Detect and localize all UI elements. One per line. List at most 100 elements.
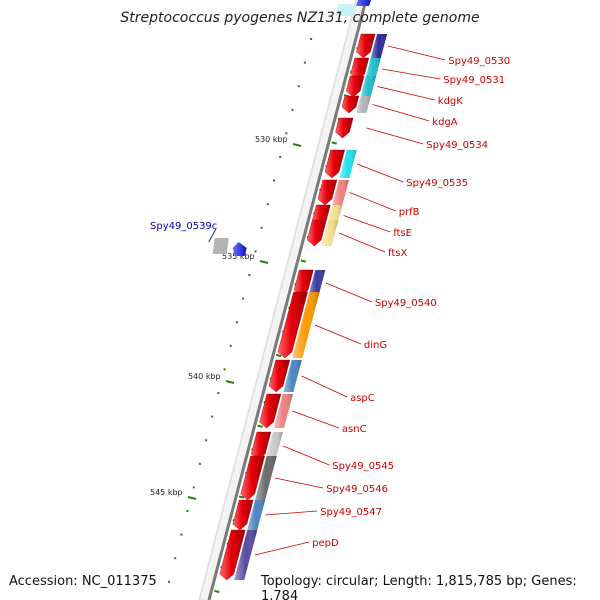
kbp-label: 535 kbp bbox=[222, 252, 255, 261]
kbp-major-tick bbox=[292, 143, 302, 147]
gene-label-Spy49_0547[interactable]: Spy49_0547 bbox=[320, 507, 382, 518]
topology-text: Topology: circular; Length: 1,815,785 bp… bbox=[261, 574, 577, 600]
gene-Spy49_0539c[interactable] bbox=[212, 238, 247, 256]
scale-tick bbox=[257, 424, 263, 428]
gene-Spy49_0546[interactable] bbox=[240, 455, 277, 501]
genome-backbone bbox=[198, 0, 368, 600]
scale-dot bbox=[198, 462, 201, 465]
forward-gene-arrow bbox=[335, 117, 354, 139]
forward-gene-arrow bbox=[306, 219, 327, 247]
scale-dot bbox=[254, 250, 257, 253]
gene-Spy49_0540[interactable] bbox=[293, 269, 326, 297]
scale-dot bbox=[205, 439, 208, 442]
label-leader-line bbox=[274, 477, 324, 489]
cog-block-shade bbox=[247, 500, 266, 530]
gene-asnC[interactable] bbox=[259, 393, 293, 429]
gene-label-Spy49_0534[interactable]: Spy49_0534 bbox=[426, 140, 488, 151]
gene-label-ftsX[interactable]: ftsX bbox=[388, 248, 407, 259]
gene-ftsX[interactable] bbox=[306, 219, 339, 247]
scale-dot bbox=[229, 344, 232, 347]
scale-dot bbox=[297, 85, 300, 88]
gene-Spy49_0530[interactable] bbox=[356, 33, 388, 59]
forward-gene-arrow bbox=[259, 393, 282, 429]
scale-dot bbox=[217, 392, 220, 394]
gene-label-Spy49_0530[interactable]: Spy49_0530 bbox=[448, 56, 510, 67]
kbp-label: 540 kbp bbox=[188, 372, 221, 381]
scale-tick bbox=[238, 495, 245, 499]
gene-label-asnC[interactable]: asnC bbox=[342, 424, 367, 435]
gene-Spy49_0535[interactable] bbox=[324, 149, 357, 179]
label-leader-line bbox=[301, 375, 348, 398]
gene-label-Spy49_0540[interactable]: Spy49_0540 bbox=[375, 298, 437, 309]
scale-dot bbox=[223, 368, 226, 371]
label-leader-line bbox=[208, 228, 217, 243]
gene-label-kdgA[interactable]: kdgA bbox=[432, 117, 457, 128]
cog-block-shade bbox=[360, 76, 377, 97]
scale-dot bbox=[235, 321, 238, 324]
gene-label-kdgK[interactable]: kdgK bbox=[438, 96, 463, 107]
gene-Spy49_0531[interactable] bbox=[350, 57, 381, 81]
accession-text: Accession: NC_011375 bbox=[9, 574, 157, 589]
gene-label-prfB[interactable]: prfB bbox=[399, 207, 420, 218]
label-leader-line bbox=[387, 45, 446, 61]
kbp-major-tick bbox=[225, 380, 235, 384]
scale-dot bbox=[211, 415, 214, 418]
scale-dot bbox=[174, 557, 177, 560]
cog-block-shade bbox=[255, 456, 277, 500]
label-leader-line bbox=[254, 541, 310, 556]
scale-dot bbox=[168, 580, 170, 583]
cog-block-shade bbox=[274, 394, 293, 428]
cog-block-shade bbox=[308, 270, 326, 296]
label-leader-line bbox=[343, 215, 391, 233]
scale-dot bbox=[266, 203, 269, 206]
gene-aspC[interactable] bbox=[268, 359, 302, 393]
gene-label-Spy49_0535[interactable]: Spy49_0535 bbox=[406, 178, 468, 189]
scale-dot bbox=[273, 179, 275, 182]
gene-label-Spy49_0545[interactable]: Spy49_0545 bbox=[332, 461, 394, 472]
cog-block-shade bbox=[339, 150, 357, 178]
label-leader-line bbox=[381, 68, 441, 80]
label-leader-line bbox=[338, 232, 386, 253]
forward-gene-arrow bbox=[268, 359, 291, 393]
scale-dot bbox=[186, 510, 189, 512]
scale-dot bbox=[248, 274, 251, 276]
forward-gene-arrow bbox=[345, 75, 365, 98]
gene-kdgA[interactable] bbox=[341, 95, 371, 114]
gene-label-Spy49_0539c[interactable]: Spy49_0539c bbox=[150, 221, 217, 232]
gene-Spy49_0534[interactable] bbox=[335, 117, 354, 139]
label-leader-line bbox=[265, 510, 318, 516]
cog-block-shade bbox=[283, 360, 302, 392]
gene-label-Spy49_0531[interactable]: Spy49_0531 bbox=[443, 75, 505, 86]
gene-label-dinG[interactable]: dinG bbox=[364, 340, 387, 351]
cog-block-shade bbox=[356, 96, 371, 113]
top-clipped-genes bbox=[336, 0, 371, 16]
gene-labels: Spy49_0530 Spy49_0531 kdgK kdgA Spy49_0534 Sp… bbox=[150, 45, 510, 556]
label-leader-line bbox=[372, 104, 430, 122]
forward-gene-arrow bbox=[277, 291, 308, 359]
cog-block-shade bbox=[265, 432, 283, 460]
label-leader-line bbox=[292, 410, 340, 429]
gene-label-ftsE[interactable]: ftsE bbox=[393, 228, 412, 239]
cog-block-shade bbox=[370, 34, 388, 58]
gene-kdgK[interactable] bbox=[345, 75, 377, 98]
label-leader-line bbox=[349, 192, 396, 212]
gene-dinG[interactable] bbox=[277, 291, 320, 359]
gene-Spy49_0547[interactable] bbox=[232, 499, 266, 531]
gene-label-Spy49_0546[interactable]: Spy49_0546 bbox=[326, 484, 388, 495]
reverse-gene-arrow bbox=[232, 242, 247, 256]
gene-Spy49_0545[interactable] bbox=[250, 431, 283, 461]
cog-block-shade bbox=[321, 220, 339, 246]
gene-label-pepD[interactable]: pepD bbox=[312, 538, 339, 549]
scale-dot bbox=[180, 533, 183, 536]
gene-prfB[interactable] bbox=[317, 179, 349, 206]
scale-dot bbox=[192, 486, 195, 489]
forward-gene-arrow bbox=[341, 95, 360, 114]
forward-gene-arrow bbox=[232, 499, 254, 531]
gene-label-aspC[interactable]: aspC bbox=[350, 393, 375, 404]
cog-block-shade bbox=[292, 292, 320, 358]
gene-pepD[interactable] bbox=[219, 529, 258, 581]
cog-block-shade bbox=[332, 180, 349, 205]
cog-block bbox=[212, 238, 229, 254]
